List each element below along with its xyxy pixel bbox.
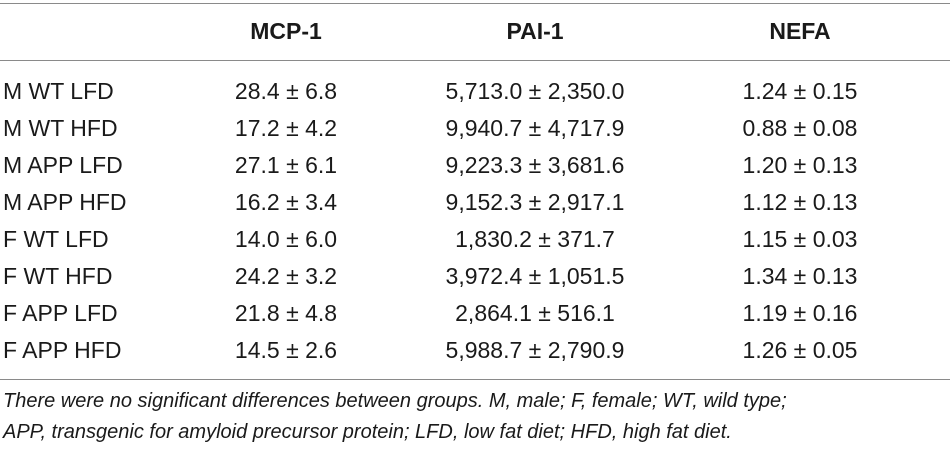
cell-pai1: 2,864.1 ± 516.1 [455,300,615,326]
footnote-line-1: There were no significant differences be… [3,390,787,412]
cell-pai1: 5,713.0 ± 2,350.0 [445,78,625,104]
row-label: M WT HFD [3,115,118,141]
cell-mcp1: 27.1 ± 6.1 [234,152,338,178]
table-header-row: MCP-1 PAI-1 NEFA [0,3,950,60]
cell-nefa: 0.88 ± 0.08 [742,115,858,141]
cell-nefa: 1.20 ± 0.13 [742,152,858,178]
header-cell-nefa: NEFA [769,18,831,44]
cell-mcp1: 28.4 ± 6.8 [234,78,338,104]
row-label: F WT LFD [3,226,109,252]
cell-mcp1: 24.2 ± 3.2 [234,263,338,289]
table-row: M APP HFD 16.2 ± 3.4 9,152.3 ± 2,917.1 1… [0,184,950,221]
cell-nefa: 1.19 ± 0.16 [742,300,858,326]
cell-mcp1: 21.8 ± 4.8 [234,300,338,326]
footnote-line-2: APP, transgenic for amyloid precursor pr… [3,421,732,443]
cell-pai1: 1,830.2 ± 371.7 [455,226,615,252]
row-label: M WT LFD [3,78,114,104]
table-row: F APP HFD 14.5 ± 2.6 5,988.7 ± 2,790.9 1… [0,332,950,369]
cell-mcp1: 14.5 ± 2.6 [234,337,338,363]
table-row: F WT HFD 24.2 ± 3.2 3,972.4 ± 1,051.5 1.… [0,258,950,295]
cell-pai1: 9,152.3 ± 2,917.1 [445,189,625,215]
cell-pai1: 9,223.3 ± 3,681.6 [445,152,625,178]
table-footnote: There were no significant differences be… [3,386,943,448]
row-label: F APP LFD [3,300,118,326]
table-row: F WT LFD 14.0 ± 6.0 1,830.2 ± 371.7 1.15… [0,221,950,258]
row-label: F APP HFD [3,337,122,363]
table-row: F APP LFD 21.8 ± 4.8 2,864.1 ± 516.1 1.1… [0,295,950,332]
table-row: M WT HFD 17.2 ± 4.2 9,940.7 ± 4,717.9 0.… [0,110,950,147]
table-header-rule [0,60,950,61]
cell-mcp1: 14.0 ± 6.0 [234,226,338,252]
cell-nefa: 1.34 ± 0.13 [742,263,858,289]
header-cell-group [0,3,203,60]
cell-pai1: 3,972.4 ± 1,051.5 [445,263,625,289]
table-row: M APP LFD 27.1 ± 6.1 9,223.3 ± 3,681.6 1… [0,147,950,184]
row-label: F WT HFD [3,263,113,289]
header-cell-mcp1: MCP-1 [250,18,322,44]
cell-nefa: 1.24 ± 0.15 [742,78,858,104]
cell-nefa: 1.12 ± 0.13 [742,189,858,215]
cell-mcp1: 16.2 ± 3.4 [234,189,338,215]
table-top-rule [0,3,950,4]
row-label: M APP LFD [3,152,123,178]
row-label: M APP HFD [3,189,127,215]
cell-mcp1: 17.2 ± 4.2 [234,115,338,141]
table-body: M WT LFD 28.4 ± 6.8 5,713.0 ± 2,350.0 1.… [0,73,950,369]
table-bottom-rule [0,379,950,380]
cell-nefa: 1.15 ± 0.03 [742,226,858,252]
cell-nefa: 1.26 ± 0.05 [742,337,858,363]
cell-pai1: 5,988.7 ± 2,790.9 [445,337,625,363]
table-row: M WT LFD 28.4 ± 6.8 5,713.0 ± 2,350.0 1.… [0,73,950,110]
header-cell-pai1: PAI-1 [506,18,564,44]
cell-pai1: 9,940.7 ± 4,717.9 [445,115,625,141]
